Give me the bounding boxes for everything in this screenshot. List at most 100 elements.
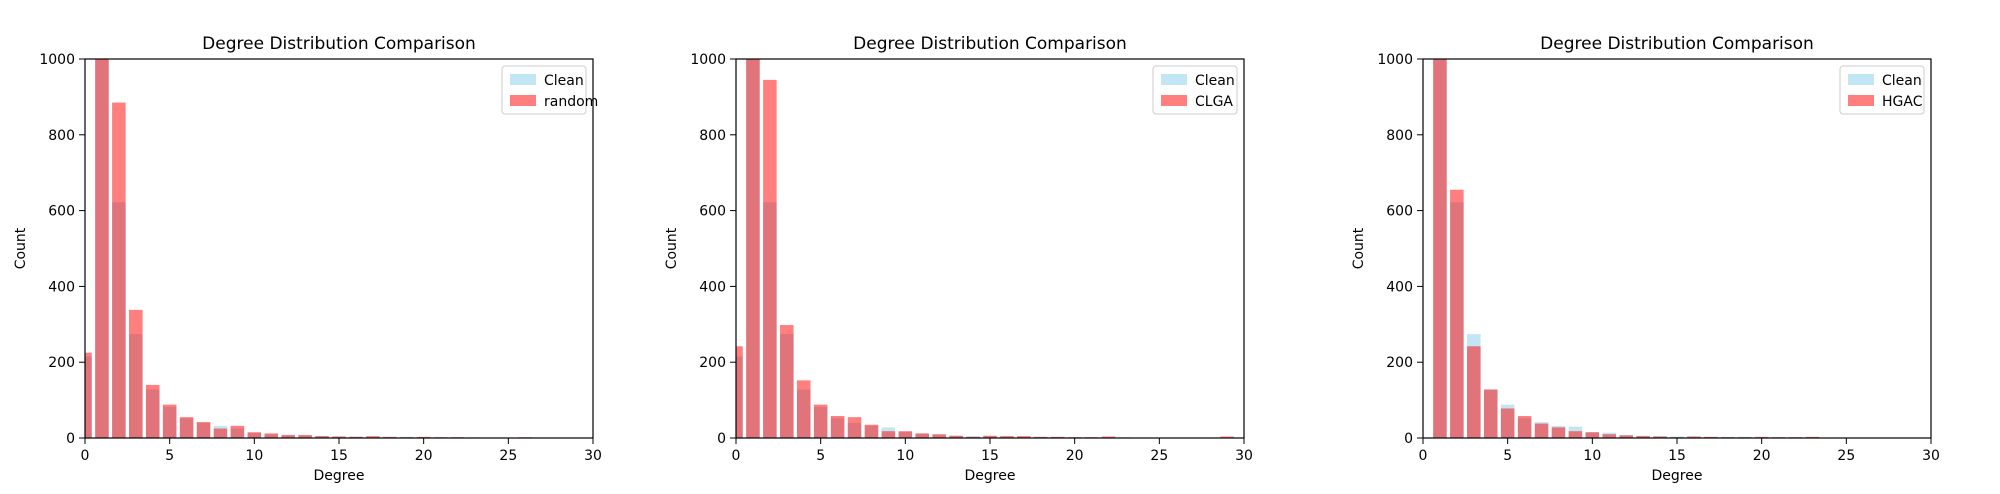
bar-random-10 bbox=[247, 432, 262, 438]
bar-hgac-2 bbox=[1450, 189, 1464, 438]
bar-hgac-7 bbox=[1534, 423, 1549, 438]
bar-clga-22 bbox=[1101, 436, 1116, 438]
x-tick-label: 25 bbox=[1150, 448, 1168, 464]
bar-hgac-13 bbox=[1636, 436, 1650, 438]
chart-title: Degree Distribution Comparison bbox=[853, 34, 1127, 54]
chart-panel-2: 0 5 10 15 20 25 30 0 200 400 600 800 1000 Degree Dist… bbox=[664, 34, 1253, 484]
bar-hgac-12 bbox=[1619, 435, 1633, 438]
x-tick-label: 0 bbox=[81, 448, 90, 464]
bar-hgac-6 bbox=[1517, 416, 1532, 438]
bar-hgac-16 bbox=[1687, 436, 1701, 438]
x-tick-label: 10 bbox=[896, 448, 914, 464]
bar-random-7 bbox=[196, 422, 211, 438]
bar-hgac-14 bbox=[1653, 436, 1667, 438]
bar-clga-6 bbox=[830, 416, 845, 438]
y-axis-label: Count bbox=[1351, 227, 1367, 269]
legend-label-random: random bbox=[544, 94, 598, 110]
y-tick-label: 800 bbox=[1386, 128, 1413, 144]
x-tick-label: 20 bbox=[1066, 448, 1084, 464]
x-tick-label: 15 bbox=[330, 448, 348, 464]
legend-label-clean: Clean bbox=[544, 73, 584, 89]
x-tick-label: 25 bbox=[1837, 448, 1855, 464]
y-tick-label: 400 bbox=[699, 279, 726, 295]
bar-random-6 bbox=[179, 417, 194, 438]
bar-random-3 bbox=[129, 309, 143, 438]
x-tick-label: 0 bbox=[1419, 448, 1428, 464]
chart-panel-3: 0 5 10 15 20 25 30 0 200 400 600 800 1000 Degree Dist… bbox=[1351, 34, 1940, 484]
bar-random-5 bbox=[162, 404, 177, 438]
y-tick-label: 1000 bbox=[690, 52, 726, 68]
y-tick-label: 0 bbox=[717, 431, 726, 447]
bar-random-9 bbox=[230, 425, 245, 438]
x-tick-label: 5 bbox=[816, 448, 825, 464]
chart-panel-1: 0 5 10 15 20 25 30 0 200 400 600 800 1000 Degree Dist… bbox=[13, 34, 602, 484]
y-tick-label: 200 bbox=[699, 355, 726, 371]
bar-clga-5 bbox=[813, 404, 828, 438]
bar-clga-9 bbox=[881, 431, 896, 438]
bar-hgac-11 bbox=[1602, 434, 1617, 438]
y-tick-label: 800 bbox=[48, 128, 75, 144]
bar-random-2 bbox=[112, 102, 126, 438]
bar-clga-29 bbox=[1220, 436, 1234, 438]
legend-swatch-clean bbox=[1161, 74, 1187, 85]
bar-clga-7 bbox=[847, 417, 862, 438]
x-axis-label: Degree bbox=[314, 468, 365, 484]
y-tick-label: 200 bbox=[48, 355, 75, 371]
legend-label-clean: Clean bbox=[1195, 73, 1235, 89]
chart-title: Degree Distribution Comparison bbox=[202, 34, 476, 54]
y-tick-label: 1000 bbox=[39, 52, 75, 68]
legend: Clean HGAC bbox=[1839, 65, 1925, 115]
legend-label-clga: CLGA bbox=[1195, 94, 1233, 110]
x-tick-label: 20 bbox=[415, 448, 433, 464]
bar-clga-17 bbox=[1017, 436, 1031, 438]
bar-random-17 bbox=[366, 436, 380, 438]
y-axis-label: Count bbox=[664, 227, 680, 269]
x-tick-label: 30 bbox=[1922, 448, 1940, 464]
bar-hgac-5 bbox=[1500, 408, 1515, 438]
bar-clga-13 bbox=[949, 435, 963, 438]
y-tick-label: 400 bbox=[1386, 279, 1413, 295]
bar-hgac-8 bbox=[1551, 427, 1566, 438]
legend-swatch-clean bbox=[510, 74, 536, 85]
legend-label-clean: Clean bbox=[1882, 73, 1922, 89]
bar-clga-2 bbox=[763, 79, 777, 438]
legend: Clean CLGA bbox=[1152, 65, 1238, 115]
series-random bbox=[85, 59, 533, 438]
bar-clga-1 bbox=[746, 59, 760, 438]
legend-label-hgac: HGAC bbox=[1882, 94, 1923, 110]
bar-random-4 bbox=[145, 384, 160, 438]
x-tick-label: 10 bbox=[1583, 448, 1601, 464]
x-tick-label: 15 bbox=[981, 448, 999, 464]
y-tick-label: 200 bbox=[1386, 355, 1413, 371]
y-tick-label: 400 bbox=[48, 279, 75, 295]
x-tick-label: 30 bbox=[584, 448, 602, 464]
x-tick-label: 30 bbox=[1235, 448, 1253, 464]
bar-hgac-4 bbox=[1483, 389, 1498, 438]
bar-clga-8 bbox=[864, 424, 879, 438]
x-tick-label: 5 bbox=[165, 448, 174, 464]
y-tick-label: 600 bbox=[699, 204, 726, 220]
x-tick-label: 10 bbox=[245, 448, 263, 464]
bar-random-15 bbox=[332, 436, 346, 438]
bar-clga-16 bbox=[1000, 436, 1014, 438]
bar-random-13 bbox=[298, 434, 312, 438]
y-tick-label: 600 bbox=[1386, 204, 1413, 220]
bar-clga-4 bbox=[796, 380, 811, 438]
x-tick-label: 15 bbox=[1668, 448, 1686, 464]
x-tick-label: 25 bbox=[499, 448, 517, 464]
series-hgac bbox=[1433, 59, 1837, 438]
bar-random-0 bbox=[85, 352, 92, 438]
bar-random-12 bbox=[281, 434, 295, 438]
x-axis-label: Degree bbox=[965, 468, 1016, 484]
y-tick-label: 1000 bbox=[1377, 52, 1413, 68]
bar-hgac-9 bbox=[1568, 431, 1583, 438]
y-axis-label: Count bbox=[13, 227, 29, 269]
x-tick-label: 0 bbox=[732, 448, 741, 464]
bar-hgac-3 bbox=[1467, 346, 1481, 438]
x-axis-label: Degree bbox=[1652, 468, 1703, 484]
legend-swatch-hgac bbox=[1848, 95, 1874, 106]
bar-clga-0 bbox=[736, 346, 743, 438]
